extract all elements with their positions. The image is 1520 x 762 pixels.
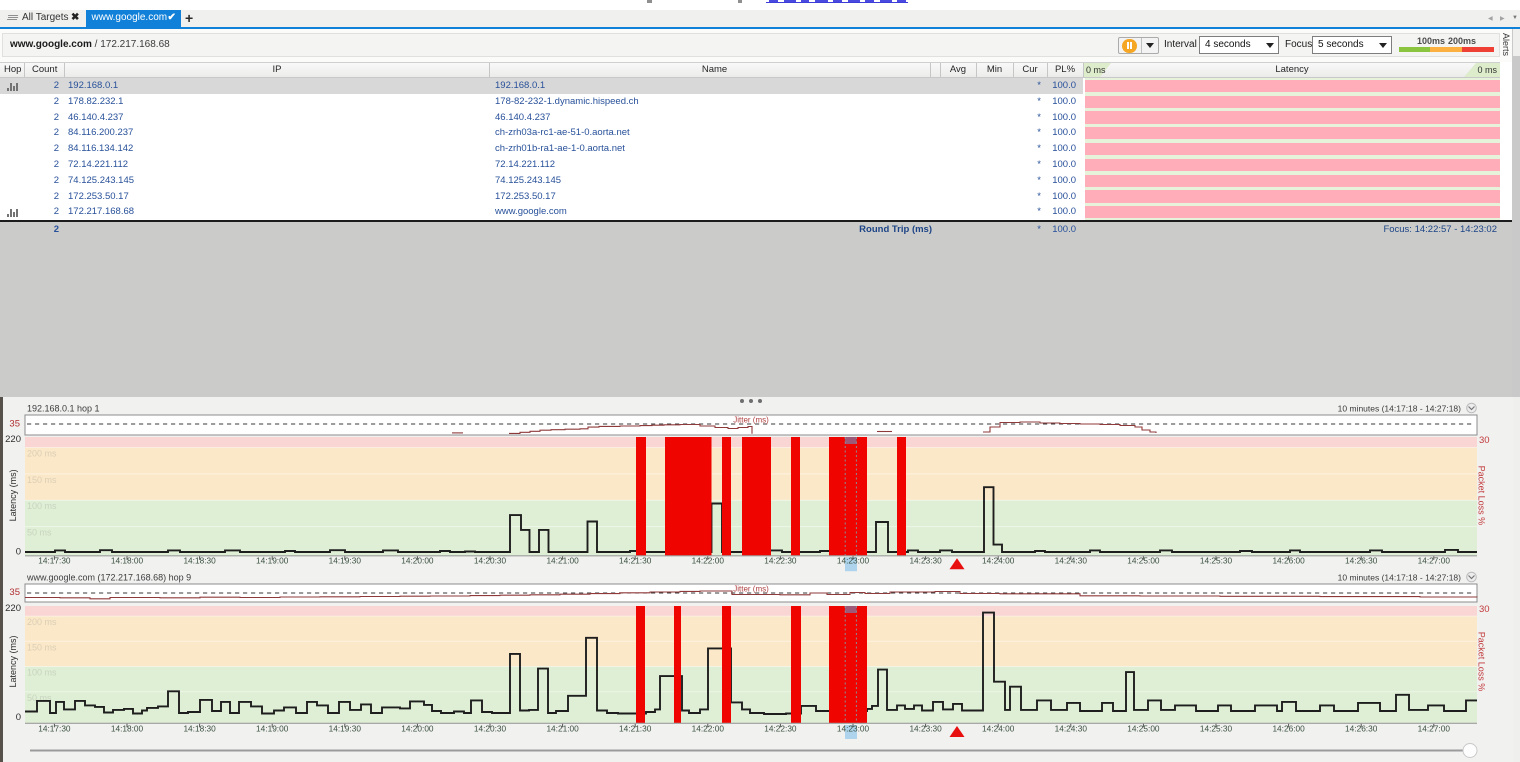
svg-text:14:18:30: 14:18:30 bbox=[183, 724, 216, 734]
svg-text:50 ms: 50 ms bbox=[27, 693, 52, 703]
svg-text:14:20:00: 14:20:00 bbox=[401, 724, 434, 734]
svg-text:Packet Loss %: Packet Loss % bbox=[1477, 466, 1487, 526]
svg-text:10 minutes (14:17:18 - 14:27:1: 10 minutes (14:17:18 - 14:27:18) bbox=[1338, 404, 1461, 414]
svg-text:220: 220 bbox=[5, 434, 21, 445]
svg-text:14:26:30: 14:26:30 bbox=[1345, 556, 1378, 566]
svg-text:200 ms: 200 ms bbox=[27, 617, 57, 627]
svg-text:Latency (ms): Latency (ms) bbox=[8, 469, 18, 521]
svg-text:150 ms: 150 ms bbox=[27, 642, 57, 652]
svg-text:Jitter (ms): Jitter (ms) bbox=[733, 585, 769, 594]
svg-text:0: 0 bbox=[16, 712, 21, 723]
svg-text:14:21:00: 14:21:00 bbox=[546, 724, 579, 734]
svg-text:Packet Loss %: Packet Loss % bbox=[1477, 632, 1487, 692]
svg-text:14:26:00: 14:26:00 bbox=[1272, 724, 1305, 734]
svg-text:14:23:30: 14:23:30 bbox=[909, 724, 942, 734]
svg-text:14:18:00: 14:18:00 bbox=[111, 724, 144, 734]
svg-text:14:26:30: 14:26:30 bbox=[1345, 724, 1378, 734]
svg-text:14:20:00: 14:20:00 bbox=[401, 556, 434, 566]
svg-text:14:18:00: 14:18:00 bbox=[111, 556, 144, 566]
svg-text:14:19:30: 14:19:30 bbox=[329, 556, 362, 566]
svg-text:14:25:00: 14:25:00 bbox=[1127, 724, 1160, 734]
svg-text:100 ms: 100 ms bbox=[27, 501, 57, 511]
svg-text:14:18:30: 14:18:30 bbox=[183, 556, 216, 566]
svg-text:150 ms: 150 ms bbox=[27, 475, 57, 485]
svg-text:35: 35 bbox=[9, 587, 20, 598]
svg-text:30: 30 bbox=[1479, 604, 1490, 615]
svg-text:14:19:30: 14:19:30 bbox=[329, 724, 362, 734]
svg-text:50 ms: 50 ms bbox=[27, 528, 52, 538]
svg-text:35: 35 bbox=[9, 419, 20, 430]
svg-text:100 ms: 100 ms bbox=[27, 668, 57, 678]
svg-text:14:23:00: 14:23:00 bbox=[837, 724, 870, 734]
svg-text:30: 30 bbox=[1479, 435, 1490, 446]
svg-text:14:21:30: 14:21:30 bbox=[619, 556, 652, 566]
svg-text:14:27:00: 14:27:00 bbox=[1418, 724, 1451, 734]
svg-text:14:23:00: 14:23:00 bbox=[837, 556, 870, 566]
svg-text:14:20:30: 14:20:30 bbox=[474, 556, 507, 566]
svg-text:14:25:00: 14:25:00 bbox=[1127, 556, 1160, 566]
svg-text:14:24:30: 14:24:30 bbox=[1055, 556, 1088, 566]
svg-text:Latency (ms): Latency (ms) bbox=[8, 635, 18, 687]
svg-text:200 ms: 200 ms bbox=[27, 449, 57, 459]
svg-text:0: 0 bbox=[16, 546, 21, 557]
svg-text:www.google.com (172.217.168.68: www.google.com (172.217.168.68) hop 9 bbox=[26, 573, 191, 583]
svg-text:14:24:00: 14:24:00 bbox=[982, 556, 1015, 566]
svg-text:14:20:30: 14:20:30 bbox=[474, 724, 507, 734]
svg-text:14:22:00: 14:22:00 bbox=[692, 724, 725, 734]
svg-text:14:21:30: 14:21:30 bbox=[619, 724, 652, 734]
svg-text:14:21:00: 14:21:00 bbox=[546, 556, 579, 566]
svg-text:14:17:30: 14:17:30 bbox=[38, 724, 71, 734]
svg-text:14:24:00: 14:24:00 bbox=[982, 724, 1015, 734]
svg-text:14:25:30: 14:25:30 bbox=[1200, 724, 1233, 734]
svg-text:14:22:30: 14:22:30 bbox=[764, 724, 797, 734]
svg-text:14:25:30: 14:25:30 bbox=[1200, 556, 1233, 566]
svg-text:Jitter (ms): Jitter (ms) bbox=[733, 416, 769, 425]
svg-text:14:19:00: 14:19:00 bbox=[256, 556, 289, 566]
svg-text:14:17:30: 14:17:30 bbox=[38, 556, 71, 566]
svg-text:220: 220 bbox=[5, 603, 21, 614]
svg-text:14:19:00: 14:19:00 bbox=[256, 724, 289, 734]
svg-text:10 minutes (14:17:18 - 14:27:1: 10 minutes (14:17:18 - 14:27:18) bbox=[1338, 573, 1461, 583]
svg-text:14:26:00: 14:26:00 bbox=[1272, 556, 1305, 566]
svg-text:14:23:30: 14:23:30 bbox=[909, 556, 942, 566]
svg-text:192.168.0.1 hop 1: 192.168.0.1 hop 1 bbox=[27, 404, 100, 414]
svg-text:14:22:30: 14:22:30 bbox=[764, 556, 797, 566]
svg-text:14:27:00: 14:27:00 bbox=[1418, 556, 1451, 566]
svg-text:14:22:00: 14:22:00 bbox=[692, 556, 725, 566]
svg-text:14:24:30: 14:24:30 bbox=[1055, 724, 1088, 734]
